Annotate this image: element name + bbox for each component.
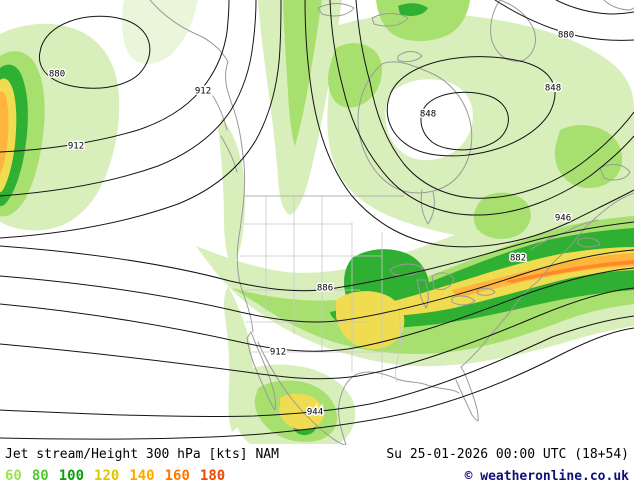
contour-line bbox=[0, 0, 257, 197]
contour-label: 944 bbox=[307, 408, 323, 418]
contour-line bbox=[304, 0, 634, 248]
footer-title-row: Jet stream/Height 300 hPa [kts] NAM Su 2… bbox=[5, 447, 629, 468]
contour-line bbox=[0, 327, 634, 440]
weather-map: 880 912 912 848 848 880 946 882 886 912 944 bbox=[0, 0, 634, 445]
fill-region-60 bbox=[327, 13, 634, 246]
contour-label: 880 bbox=[558, 31, 574, 41]
contour-line bbox=[38, 15, 151, 89]
map-footer: Jet stream/Height 300 hPa [kts] NAM Su 2… bbox=[0, 445, 634, 490]
footer-legend-row: 60 80 100 120 140 160 180 © weatheronline.co.u… bbox=[5, 468, 629, 489]
fill-region-60 bbox=[218, 118, 246, 266]
scale-value-100: 100 bbox=[58, 468, 85, 484]
product-label: Jet stream/Height 300 hPa [kts] NAM bbox=[5, 447, 279, 462]
contour-line bbox=[555, 0, 634, 15]
fill-region-100 bbox=[398, 3, 428, 17]
coastline-baffin bbox=[490, 0, 537, 62]
low-wind-hole bbox=[385, 79, 473, 161]
coastline-newfoundland bbox=[599, 164, 631, 181]
contour-line bbox=[329, 0, 634, 216]
fill-region-60 bbox=[122, 0, 198, 65]
contour-line bbox=[494, 0, 634, 41]
scale-value-120: 120 bbox=[94, 468, 120, 484]
coastline-atlantic bbox=[460, 192, 634, 368]
fill-region-80 bbox=[328, 43, 382, 108]
coastline-james-bay bbox=[420, 189, 435, 225]
contour-label: 912 bbox=[68, 142, 84, 152]
fill-region-160 bbox=[506, 260, 634, 283]
contour-label: 946 bbox=[555, 214, 571, 224]
contour-line-closed-low bbox=[420, 91, 509, 151]
coastline-alaska bbox=[149, 0, 229, 63]
contour-label: 886 bbox=[317, 284, 333, 294]
lake-ontario bbox=[476, 287, 496, 296]
valid-time-label: Su 25-01-2026 00:00 UTC (18+54) bbox=[386, 447, 629, 462]
scale-value-180: 180 bbox=[199, 468, 226, 484]
scale-value-80: 80 bbox=[31, 468, 49, 484]
scale-value-160: 160 bbox=[164, 468, 190, 484]
coastline-nova-scotia bbox=[577, 237, 601, 248]
coastline-island bbox=[220, 135, 238, 173]
coastline-island bbox=[212, 95, 228, 131]
copyright-label: © weatheronline.co.uk bbox=[464, 469, 629, 484]
arctic-island bbox=[317, 3, 355, 17]
scale-value-140: 140 bbox=[129, 468, 155, 484]
contour-label: 848 bbox=[545, 84, 561, 94]
contour-label: 848 bbox=[420, 110, 436, 120]
contour-line bbox=[0, 315, 634, 418]
coastline-st-lawrence bbox=[529, 219, 599, 251]
contour-line bbox=[0, 221, 634, 292]
lake-erie bbox=[451, 295, 476, 306]
contour-label: 912 bbox=[270, 348, 286, 358]
fill-region-80 bbox=[283, 0, 322, 146]
contour-label: 880 bbox=[49, 70, 65, 80]
coastline-florida bbox=[455, 366, 479, 422]
coastline-greenland-corner bbox=[603, 0, 634, 11]
fill-region-120 bbox=[279, 393, 324, 430]
lake-michigan bbox=[416, 279, 429, 309]
coastline-baja bbox=[246, 331, 276, 411]
contour-label: 912 bbox=[195, 87, 211, 97]
legend-scale: 60 80 100 120 140 160 180 bbox=[5, 468, 235, 484]
scale-value-60: 60 bbox=[5, 468, 22, 484]
contour-label: 882 bbox=[510, 254, 526, 264]
contour-line bbox=[0, 249, 634, 323]
lake-huron bbox=[431, 272, 455, 291]
arctic-island bbox=[371, 13, 409, 27]
fill-region-140 bbox=[0, 91, 9, 174]
fill-region-80 bbox=[473, 192, 531, 239]
contour-line bbox=[0, 267, 634, 352]
contour-line bbox=[0, 0, 282, 239]
fill-region-80 bbox=[554, 125, 623, 189]
contour-labels: 880 912 912 848 848 880 946 882 886 912 944 bbox=[47, 29, 575, 419]
jet-speed-fills bbox=[0, 0, 634, 444]
coastline-mexico-west bbox=[257, 341, 347, 445]
contour-line-closed-low bbox=[386, 56, 556, 157]
lake-superior bbox=[389, 263, 424, 276]
contour-line bbox=[355, 0, 634, 199]
contour-line bbox=[0, 287, 634, 380]
contour-line bbox=[0, 0, 230, 153]
height-contours bbox=[0, 0, 634, 440]
arctic-island bbox=[397, 51, 423, 63]
